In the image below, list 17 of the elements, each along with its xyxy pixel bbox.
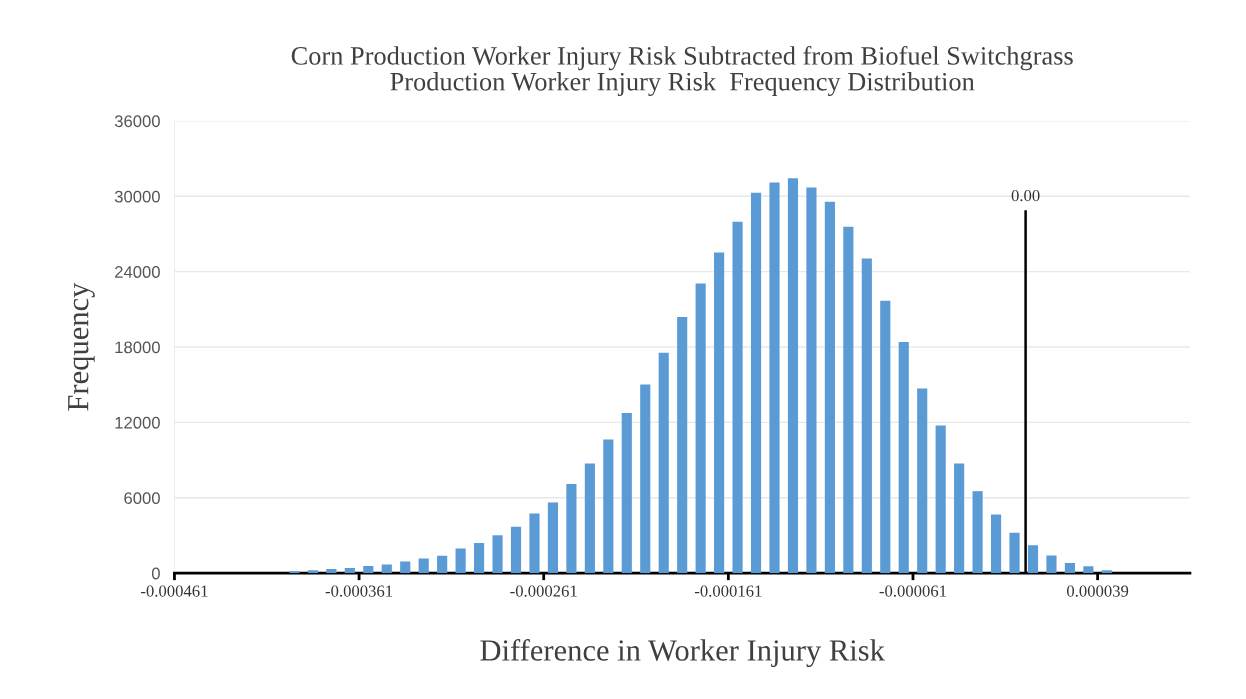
ref-line-label: 0.00 [1011,189,1040,202]
chart-title: Corn Production Worker Injury Risk Subtracted from Biofuel Switchgrass Production Worker Injury Risk Frequency Distribution [291,45,1073,97]
y-tick-label: 0 [151,567,160,580]
y-tick-label: 24000 [115,266,160,278]
x-axis-title: Difference in Worker Injury Risk [480,638,885,668]
x-tick-label: -0.000461 [141,585,208,597]
y-tick-label: 36000 [114,115,160,128]
x-tick-label: -0.000361 [325,585,393,597]
y-tick-label: 6000 [124,492,160,505]
y-tick-label: 12000 [115,416,160,429]
x-tick-label: -0.000261 [510,585,577,597]
y-tick-label: 18000 [115,341,160,354]
x-tick-label: 0.000039 [1067,585,1129,597]
x-tick-label: -0.000061 [879,585,946,597]
y-tick-label: 30000 [114,190,160,203]
x-tick-label: -0.000161 [694,585,762,597]
y-axis-title: Frequency [68,282,95,411]
